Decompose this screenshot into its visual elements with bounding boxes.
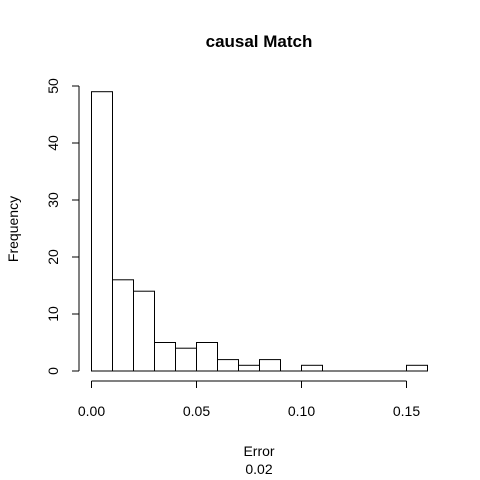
histogram-bar	[175, 347, 197, 372]
y-tick-label: 20	[45, 249, 61, 265]
y-tick-label: 0	[45, 367, 61, 375]
y-tick-label: 10	[45, 306, 61, 322]
histogram-bar	[112, 279, 134, 372]
x-tick-label: 0.00	[78, 403, 105, 419]
y-axis-label: Frequency	[5, 196, 21, 262]
x-tick-label: 0.05	[183, 403, 210, 419]
histogram-bars	[91, 91, 428, 372]
chart-title: causal Match	[206, 32, 313, 51]
x-axis-sublabel: 0.02	[245, 461, 272, 477]
histogram-bar	[154, 342, 176, 372]
y-tick-label: 40	[45, 135, 61, 151]
y-tick-label: 50	[45, 78, 61, 94]
histogram-bar	[301, 364, 323, 372]
x-tick-label: 0.15	[393, 403, 420, 419]
histogram-bar	[238, 364, 260, 372]
y-axis: 0 10 20 30 40 50	[45, 78, 80, 375]
x-axis: 0.00 0.05 0.10 0.15	[78, 380, 420, 419]
histogram-bar	[196, 342, 218, 372]
histogram-bar	[133, 290, 155, 372]
histogram-bar	[217, 359, 239, 372]
histogram-bar	[259, 359, 281, 372]
histogram-bar	[91, 91, 113, 372]
x-tick-label: 0.10	[288, 403, 315, 419]
x-axis-label: Error	[243, 443, 274, 459]
y-tick-label: 30	[45, 192, 61, 208]
histogram-bar	[406, 364, 428, 372]
